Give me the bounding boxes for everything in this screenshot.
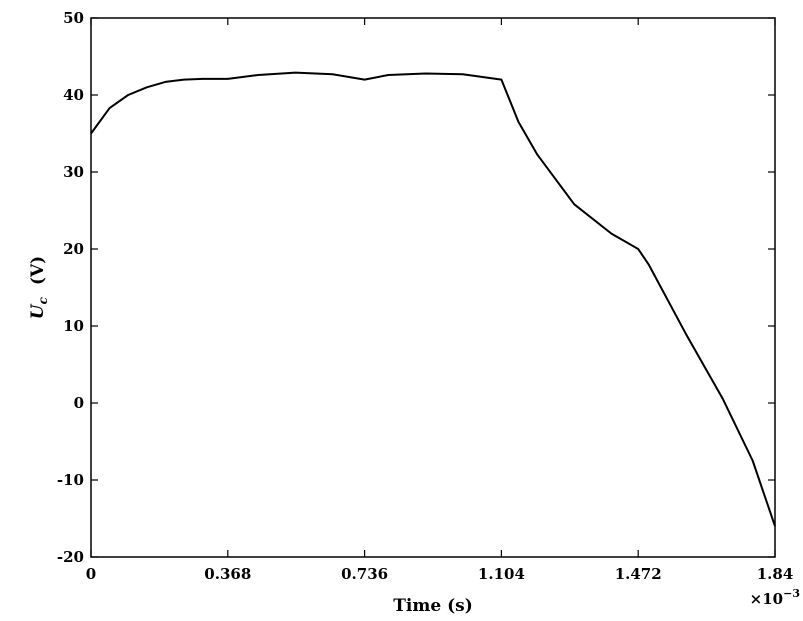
x-tick-label: 1.472 <box>615 565 662 583</box>
y-tick-label: -20 <box>57 548 84 566</box>
axis-ticks <box>90 17 776 558</box>
y-tick-label: -10 <box>57 471 84 489</box>
x-axis-title: Time (s) <box>393 596 473 616</box>
x-tick-label: 1.84 <box>757 565 794 583</box>
x-axis-multiplier: ×10−3 <box>750 587 800 608</box>
y-axis-title-unit: (V) <box>28 256 48 285</box>
y-axis-title: Uc (V) <box>28 256 50 319</box>
x-axis-multiplier-base: ×10 <box>750 590 783 608</box>
x-axis-multiplier-exponent: −3 <box>783 587 800 600</box>
x-tick-label: 0.368 <box>204 565 251 583</box>
y-tick-label: 40 <box>63 86 84 104</box>
x-tick-label: 0.736 <box>341 565 388 583</box>
axis-tick-labels: 0 0.368 0.736 1.104 1.472 1.84 -20 -10 0 10 20 30 40… <box>57 9 793 583</box>
y-tick-label: 0 <box>74 394 84 412</box>
y-axis-title-symbol: U <box>28 303 48 319</box>
y-tick-label: 10 <box>63 317 84 335</box>
series-line <box>90 71 776 527</box>
y-tick-label: 50 <box>63 9 84 27</box>
x-tick-label: 1.104 <box>478 565 525 583</box>
y-axis-title-subscript: c <box>36 296 50 304</box>
y-tick-label: 20 <box>63 240 84 258</box>
x-tick-label: 0 <box>86 565 96 583</box>
plot-area-frame <box>90 17 776 558</box>
y-tick-label: 30 <box>63 163 84 181</box>
